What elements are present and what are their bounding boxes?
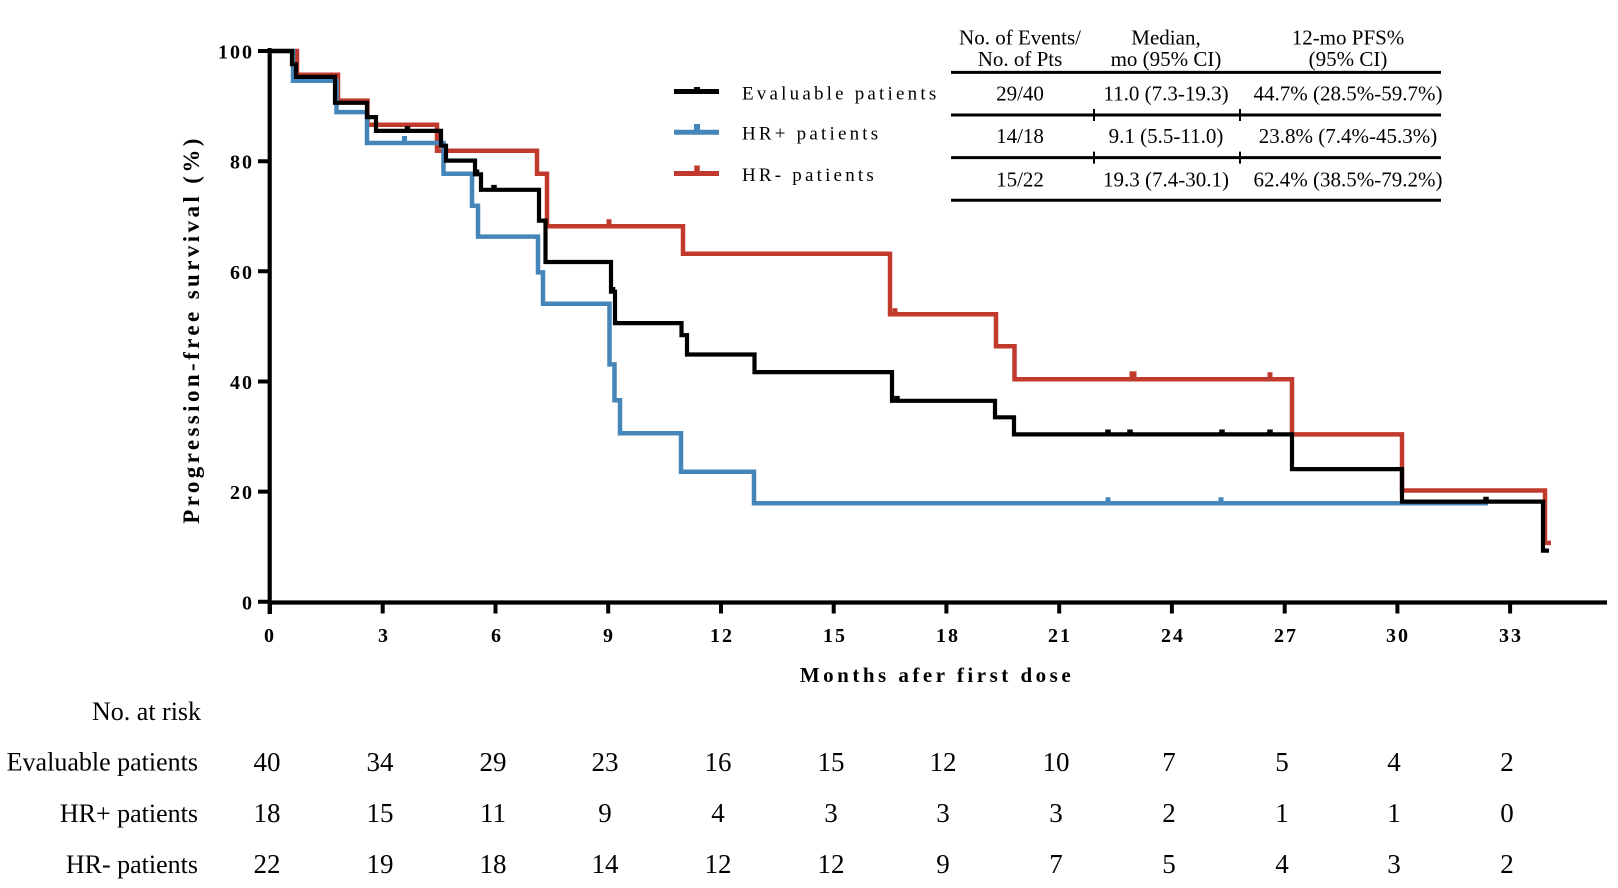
svg-text:9: 9: [936, 849, 950, 879]
svg-text:Evaluable patients: Evaluable patients: [7, 748, 198, 777]
svg-text:15: 15: [818, 747, 845, 777]
svg-text:18: 18: [480, 849, 507, 879]
svg-text:15: 15: [367, 798, 394, 828]
svg-text:1: 1: [1387, 798, 1401, 828]
svg-text:19: 19: [367, 849, 394, 879]
svg-text:No. of Events/: No. of Events/: [959, 26, 1081, 50]
svg-text:9: 9: [598, 798, 612, 828]
svg-text:11.0 (7.3-19.3): 11.0 (7.3-19.3): [1103, 82, 1228, 106]
svg-text:21: 21: [1048, 625, 1072, 647]
svg-text:14/18: 14/18: [996, 124, 1044, 148]
svg-text:No. of Pts: No. of Pts: [978, 47, 1063, 71]
svg-text:HR+ patients: HR+ patients: [60, 799, 198, 828]
svg-text:9: 9: [603, 625, 615, 647]
svg-text:No. at risk: No. at risk: [92, 697, 201, 726]
svg-text:22: 22: [254, 849, 281, 879]
svg-text:3: 3: [1387, 849, 1401, 879]
svg-text:30: 30: [1386, 625, 1410, 647]
svg-text:4: 4: [1387, 747, 1401, 777]
svg-text:29: 29: [480, 747, 507, 777]
svg-text:7: 7: [1162, 747, 1176, 777]
svg-text:34: 34: [367, 747, 395, 777]
svg-text:27: 27: [1274, 625, 1298, 647]
svg-text:29/40: 29/40: [996, 82, 1044, 106]
svg-text:4: 4: [711, 798, 725, 828]
svg-text:12: 12: [705, 849, 732, 879]
svg-text:18: 18: [936, 625, 960, 647]
svg-text:20: 20: [230, 482, 254, 504]
svg-text:mo (95% CI): mo (95% CI): [1111, 47, 1222, 71]
svg-text:12: 12: [818, 849, 845, 879]
svg-text:60: 60: [230, 262, 254, 284]
svg-text:80: 80: [230, 152, 254, 174]
svg-text:62.4% (38.5%-79.2%): 62.4% (38.5%-79.2%): [1254, 168, 1443, 192]
svg-text:Evaluable patients: Evaluable patients: [742, 84, 939, 105]
svg-text:0: 0: [242, 592, 254, 614]
svg-text:HR+ patients: HR+ patients: [742, 124, 881, 145]
svg-text:0: 0: [1500, 798, 1514, 828]
svg-text:100: 100: [218, 42, 254, 64]
svg-text:Months afer first dose: Months afer first dose: [800, 663, 1074, 687]
svg-text:40: 40: [230, 372, 254, 394]
svg-text:9.1 (5.5-11.0): 9.1 (5.5-11.0): [1109, 124, 1224, 148]
svg-text:1: 1: [1275, 798, 1289, 828]
svg-text:0: 0: [264, 625, 276, 647]
svg-text:23: 23: [592, 747, 619, 777]
svg-text:3: 3: [936, 798, 950, 828]
svg-text:2: 2: [1500, 849, 1514, 879]
svg-text:Median,: Median,: [1131, 26, 1200, 50]
svg-text:40: 40: [254, 747, 281, 777]
svg-text:24: 24: [1161, 625, 1185, 647]
svg-text:Progression-free survival (%): Progression-free survival (%): [179, 135, 204, 524]
svg-text:18: 18: [254, 798, 281, 828]
svg-text:10: 10: [1043, 747, 1070, 777]
svg-text:16: 16: [705, 747, 732, 777]
svg-text:5: 5: [1162, 849, 1176, 879]
svg-text:23.8% (7.4%-45.3%): 23.8% (7.4%-45.3%): [1259, 124, 1437, 148]
svg-text:14: 14: [592, 849, 620, 879]
svg-text:(95% CI): (95% CI): [1309, 47, 1388, 71]
svg-text:44.7% (28.5%-59.7%): 44.7% (28.5%-59.7%): [1254, 82, 1443, 106]
svg-text:HR- patients: HR- patients: [742, 165, 877, 186]
svg-text:12-mo PFS%: 12-mo PFS%: [1292, 26, 1405, 50]
svg-text:15/22: 15/22: [996, 168, 1044, 192]
svg-text:3: 3: [824, 798, 838, 828]
svg-text:15: 15: [823, 625, 847, 647]
svg-text:19.3 (7.4-30.1): 19.3 (7.4-30.1): [1103, 168, 1229, 192]
svg-text:6: 6: [491, 625, 503, 647]
svg-text:33: 33: [1499, 625, 1523, 647]
svg-text:2: 2: [1162, 798, 1176, 828]
svg-text:12: 12: [710, 625, 734, 647]
svg-text:4: 4: [1275, 849, 1289, 879]
svg-text:12: 12: [930, 747, 957, 777]
svg-text:3: 3: [378, 625, 390, 647]
svg-text:3: 3: [1049, 798, 1063, 828]
svg-text:7: 7: [1049, 849, 1063, 879]
svg-text:2: 2: [1500, 747, 1514, 777]
svg-text:5: 5: [1275, 747, 1289, 777]
svg-text:11: 11: [480, 798, 506, 828]
svg-text:HR- patients: HR- patients: [66, 850, 198, 879]
